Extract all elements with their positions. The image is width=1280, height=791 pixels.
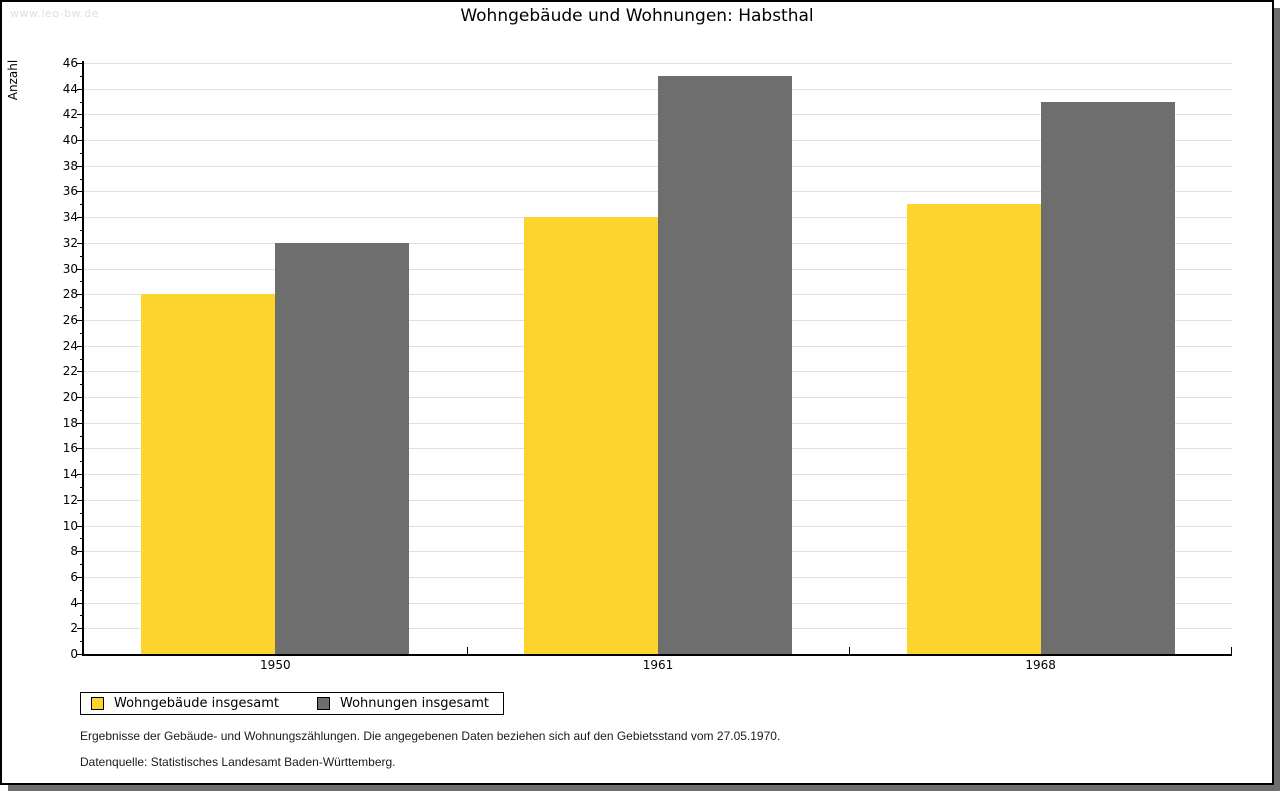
y-major-tick — [77, 551, 83, 553]
y-tick-label: 24 — [62, 338, 78, 353]
y-axis-title: Anzahl — [6, 59, 20, 101]
x-tick-label: 1968 — [1025, 658, 1056, 672]
y-minor-tick — [80, 486, 83, 488]
y-tick-label: 12 — [62, 492, 78, 507]
bar-1968-series1 — [1040, 101, 1175, 654]
y-minor-tick — [80, 615, 83, 617]
legend-item-wohngebaeude: Wohngebäude insgesamt — [91, 696, 279, 711]
y-major-tick — [77, 371, 83, 373]
y-minor-tick — [80, 384, 83, 386]
y-major-tick — [77, 294, 83, 296]
y-major-tick — [77, 345, 83, 347]
y-minor-tick — [80, 75, 83, 77]
y-tick-label: 32 — [62, 235, 78, 250]
chart-title: Wohngebäude und Wohnungen: Habsthal — [460, 6, 814, 26]
bar-1950-series1 — [275, 242, 410, 654]
legend-swatch-yellow — [91, 697, 104, 710]
legend-label: Wohnungen insgesamt — [340, 696, 489, 711]
footnote-data-source: Datenquelle: Statistisches Landesamt Bad… — [80, 755, 396, 769]
y-tick-label: 16 — [62, 441, 78, 456]
x-tick-label: 1950 — [260, 658, 291, 672]
y-minor-tick — [80, 281, 83, 283]
y-major-tick — [77, 602, 83, 604]
footnote-source-note: Ergebnisse der Gebäude- und Wohnungszähl… — [80, 729, 781, 743]
y-tick-label: 20 — [62, 390, 78, 405]
y-major-tick — [77, 525, 83, 527]
y-major-tick — [77, 191, 83, 193]
y-minor-tick — [80, 152, 83, 154]
y-minor-tick — [80, 178, 83, 180]
y-major-tick — [77, 242, 83, 244]
y-minor-tick — [80, 307, 83, 309]
y-major-tick — [77, 654, 83, 655]
x-end-tick — [1231, 647, 1232, 654]
legend-swatch-gray — [317, 697, 330, 710]
y-tick-label: 40 — [62, 133, 78, 148]
y-tick-label: 14 — [62, 467, 78, 482]
y-major-tick — [77, 422, 83, 424]
y-tick-label: 2 — [70, 621, 78, 636]
y-tick-label: 34 — [62, 210, 78, 225]
y-minor-tick — [80, 204, 83, 206]
y-tick-label: 4 — [70, 595, 78, 610]
y-major-tick — [77, 576, 83, 578]
y-major-tick — [77, 397, 83, 399]
y-tick-label: 46 — [62, 56, 78, 70]
y-major-tick — [77, 628, 83, 630]
x-tick-label: 1961 — [642, 658, 674, 672]
y-minor-tick — [80, 255, 83, 257]
y-minor-tick — [80, 358, 83, 360]
y-tick-label: 36 — [62, 184, 78, 199]
y-minor-tick — [80, 409, 83, 411]
y-tick-label: 30 — [62, 261, 78, 276]
y-minor-tick — [80, 512, 83, 514]
y-major-tick — [77, 88, 83, 90]
y-minor-tick — [80, 127, 83, 129]
bar-1950-series0 — [141, 294, 276, 654]
y-major-tick — [77, 217, 83, 219]
y-major-tick — [77, 63, 83, 64]
y-minor-tick — [80, 538, 83, 540]
bar-1961-series1 — [658, 75, 792, 654]
y-tick-label: 38 — [62, 158, 78, 173]
y-major-tick — [77, 319, 83, 321]
y-minor-tick — [80, 641, 83, 643]
bar-1961-series0 — [524, 217, 658, 654]
y-minor-tick — [80, 101, 83, 103]
y-tick-label: 28 — [62, 287, 78, 302]
x-axis-line — [82, 654, 1232, 656]
y-minor-tick — [80, 332, 83, 334]
legend: Wohngebäude insgesamt Wohnungen insgesam… — [80, 692, 504, 715]
y-tick-label: 22 — [62, 364, 78, 379]
y-minor-tick — [80, 564, 83, 566]
bar-1968-series0 — [906, 204, 1041, 654]
y-tick-label: 26 — [62, 312, 78, 327]
y-major-tick — [77, 140, 83, 142]
x-boundary-tick — [849, 647, 851, 654]
y-tick-label: 0 — [70, 647, 78, 661]
gridline — [84, 63, 1232, 64]
y-major-tick — [77, 474, 83, 476]
y-tick-label: 42 — [62, 107, 78, 122]
y-tick-label: 10 — [62, 518, 78, 533]
y-major-tick — [77, 165, 83, 167]
legend-label: Wohngebäude insgesamt — [114, 696, 279, 711]
y-tick-label: 6 — [70, 569, 78, 584]
y-minor-tick — [80, 230, 83, 232]
y-minor-tick — [80, 435, 83, 437]
y-major-tick — [77, 499, 83, 501]
y-tick-label: 18 — [62, 415, 78, 430]
y-major-tick — [77, 448, 83, 450]
y-tick-label: 8 — [70, 544, 78, 559]
y-minor-tick — [80, 589, 83, 591]
y-axis-line — [82, 61, 84, 656]
y-major-tick — [77, 114, 83, 116]
y-minor-tick — [80, 461, 83, 463]
watermark: www.leo-bw.de — [10, 7, 99, 20]
y-major-tick — [77, 268, 83, 270]
legend-item-wohnungen: Wohnungen insgesamt — [317, 696, 489, 711]
x-boundary-tick — [466, 647, 468, 654]
y-tick-label: 44 — [62, 81, 78, 96]
